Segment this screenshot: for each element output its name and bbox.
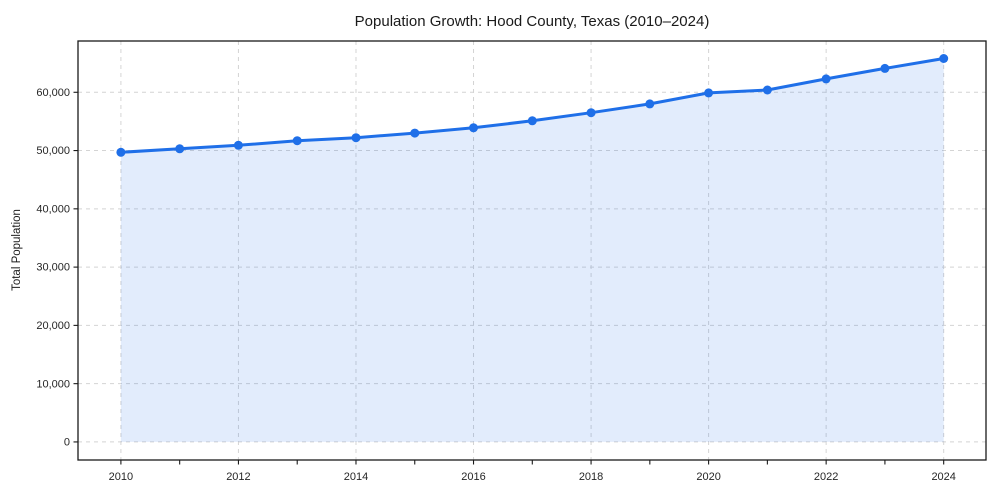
area-fill — [120, 58, 944, 442]
data-point-2013 — [292, 136, 302, 146]
x-tick-label-2020: 2020 — [696, 471, 720, 483]
data-point-2010 — [116, 147, 126, 157]
y-axis-label: Total Population — [11, 209, 23, 291]
data-point-2015 — [410, 128, 420, 138]
data-point-2020 — [704, 88, 714, 98]
y-tick-label-0: 0 — [64, 437, 70, 449]
x-tick-label-2012: 2012 — [226, 471, 250, 483]
x-tick-label-2022: 2022 — [814, 471, 838, 483]
x-tick-label-2010: 2010 — [109, 471, 133, 483]
data-point-2023 — [880, 63, 890, 73]
gridlines — [78, 41, 986, 460]
y-tick-label-20000: 20,000 — [36, 320, 70, 332]
data-point-2021 — [762, 85, 772, 95]
chart-title: Population Growth: Hood County, Texas (2… — [355, 13, 710, 30]
data-point-2019 — [645, 99, 655, 109]
y-tick-label-50000: 50,000 — [36, 145, 70, 157]
y-tick-label-60000: 60,000 — [36, 87, 70, 99]
data-point-2024 — [939, 54, 949, 63]
data-point-2022 — [821, 74, 831, 84]
data-point-2012 — [233, 140, 243, 150]
x-tick-label-2024: 2024 — [931, 471, 955, 483]
y-tick-label-40000: 40,000 — [36, 203, 70, 215]
x-tick-label-2018: 2018 — [579, 471, 603, 483]
data-point-2018 — [586, 108, 596, 118]
population-area-fill — [120, 58, 944, 442]
y-tick-label-30000: 30,000 — [36, 262, 70, 274]
data-point-2017 — [527, 116, 537, 126]
axes: 2010 2012 2014 2016 2018 2020 2022 2024 0 10,000 2… — [36, 40, 987, 483]
data-point-2016 — [469, 123, 478, 133]
y-tick-label-10000: 10,000 — [36, 378, 70, 390]
x-tick-label-2016: 2016 — [461, 471, 485, 483]
x-tick-label-2014: 2014 — [344, 471, 368, 483]
data-point-2014 — [351, 133, 361, 143]
data-point-2011 — [175, 144, 185, 154]
series-markers — [116, 54, 949, 157]
